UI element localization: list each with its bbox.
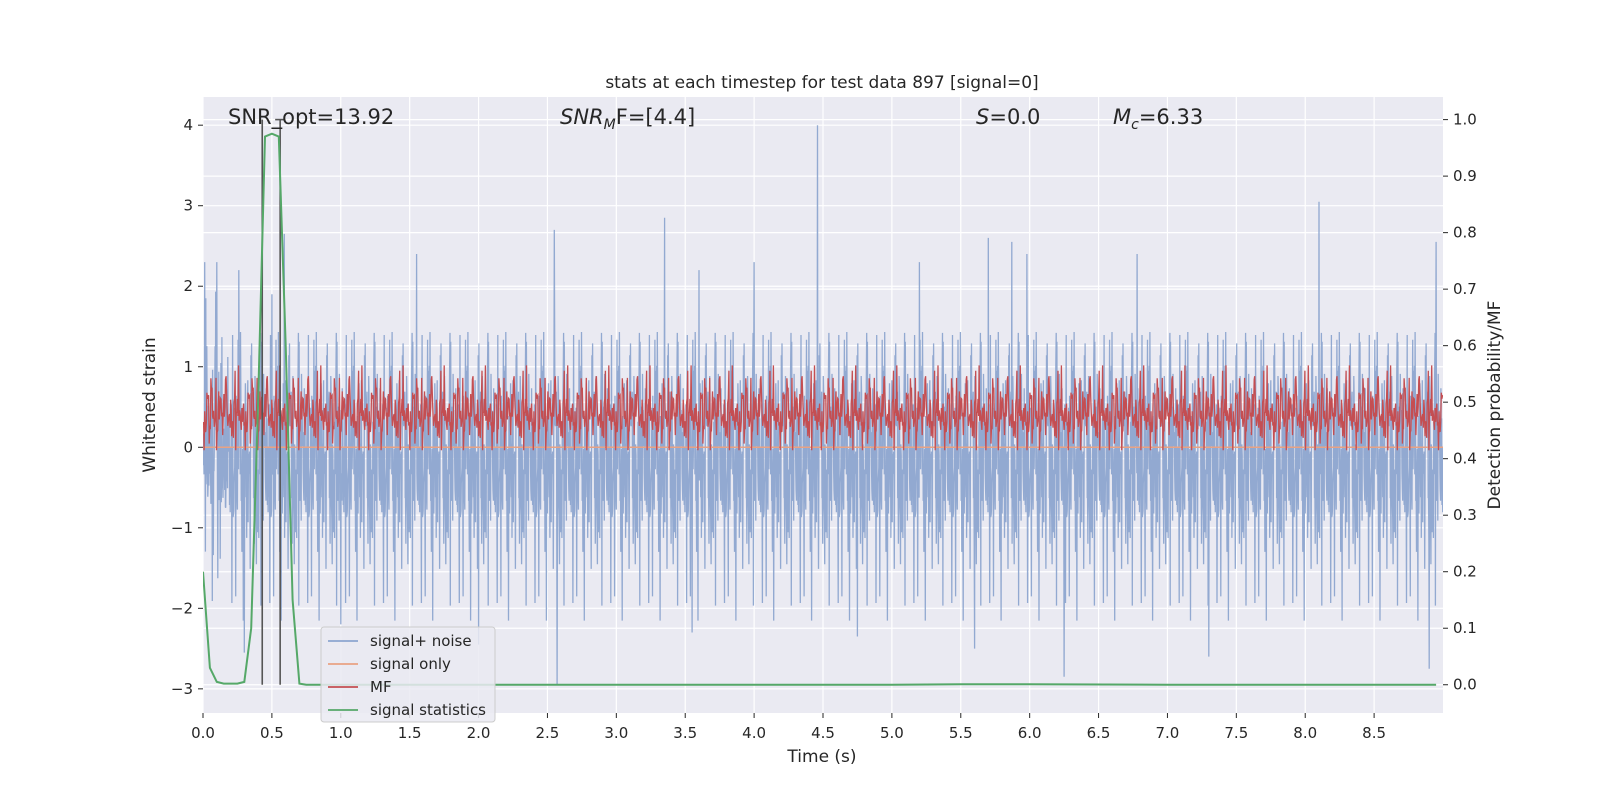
y-left-tick-label: 3 [183,197,193,215]
annotation-s-rest: =0.0 [989,105,1040,129]
y-right-tick-label: 0.8 [1453,224,1477,242]
legend: signal+ noise signal only MF signal stat… [320,626,496,723]
annotation-snr-mf-sub: M [604,117,616,133]
legend-label-signal-statistics: signal statistics [370,701,486,719]
y-right-tick-label: 0.5 [1453,393,1477,411]
y-right-axis-ticks: 0.0 0.1 0.2 0.3 0.4 0.5 0.6 0.7 0.8 0.9 1.0 [1443,111,1477,694]
annotation-mc-rest: =6.33 [1139,105,1203,129]
annotation-snr-opt: SNR_opt=13.92 [228,105,394,130]
chart-title: stats at each timestep for test data 897… [605,73,1038,93]
x-tick-label: 5.0 [880,724,904,742]
y-left-tick-label: 1 [183,358,193,376]
y-left-tick-label: 0 [183,438,193,456]
y-left-tick-label: 4 [183,116,193,134]
x-tick-label: 1.5 [398,724,422,742]
legend-box [320,626,496,723]
annotation-snr-mf: SNRMF=[4.4] [560,105,695,133]
annotation-s-label: S [976,105,989,129]
x-tick-label: 1.0 [329,724,353,742]
signal-statistics-line [203,132,1437,686]
y-right-tick-label: 0.6 [1453,337,1477,355]
x-tick-label: 7.0 [1156,724,1180,742]
x-axis-label: Time (s) [786,747,856,767]
x-axis-ticks: 0.0 0.5 1.0 1.5 2.0 2.5 3.0 3.5 4.0 4.5 5.0 5.5 6.0 6… [191,713,1386,742]
y-right-tick-label: 0.7 [1453,280,1477,298]
x-tick-label: 0.0 [191,724,215,742]
x-tick-label: 2.5 [536,724,560,742]
annotation-snr-mf-rest: F=[4.4] [616,105,695,129]
legend-label-signal-only: signal only [370,655,451,673]
annotation-mc-label: M [1113,105,1131,129]
y-right-tick-label: 0.0 [1453,676,1477,694]
annotation-mc-sub: c [1131,117,1139,133]
series-mf [203,365,1443,451]
x-tick-label: 3.5 [673,724,697,742]
plot-area [203,118,1443,686]
x-tick-label: 3.0 [604,724,628,742]
y-left-tick-label: −1 [171,519,193,537]
x-tick-label: 5.5 [949,724,973,742]
x-tick-label: 7.5 [1224,724,1248,742]
x-tick-label: 8.0 [1293,724,1317,742]
x-tick-label: 0.5 [260,724,284,742]
series-signal-noise [203,125,1443,685]
y-left-tick-label: −3 [171,680,193,698]
mf-line [203,365,1443,451]
annotation-snr-mf-label: SNR [560,105,604,129]
y-right-tick-label: 0.1 [1453,619,1477,637]
y-left-tick-label: 2 [183,277,193,295]
y-left-axis-label: Whitened strain [140,337,160,472]
y-right-tick-label: 1.0 [1453,111,1477,129]
legend-label-mf: MF [370,678,392,696]
x-tick-label: 6.5 [1087,724,1111,742]
legend-label-signal-noise: signal+ noise [370,632,472,650]
annotation-s: S=0.0 [976,105,1040,129]
x-tick-label: 6.0 [1018,724,1042,742]
x-tick-label: 4.5 [811,724,835,742]
x-tick-label: 8.5 [1362,724,1386,742]
annotation-mc: Mc=6.33 [1113,105,1203,133]
signal-noise-line [203,125,1443,685]
y-left-axis-ticks: −3 −2 −1 0 1 2 3 4 [171,116,203,698]
x-tick-label: 4.0 [742,724,766,742]
x-tick-label: 2.0 [467,724,491,742]
y-right-tick-label: 0.3 [1453,506,1477,524]
y-left-tick-label: −2 [171,599,193,617]
y-right-axis-label: Detection probability/MF [1485,301,1505,510]
series-signal-statistics [203,132,1437,686]
y-right-tick-label: 0.4 [1453,450,1477,468]
y-right-tick-label: 0.2 [1453,563,1477,581]
y-right-tick-label: 0.9 [1453,167,1477,185]
